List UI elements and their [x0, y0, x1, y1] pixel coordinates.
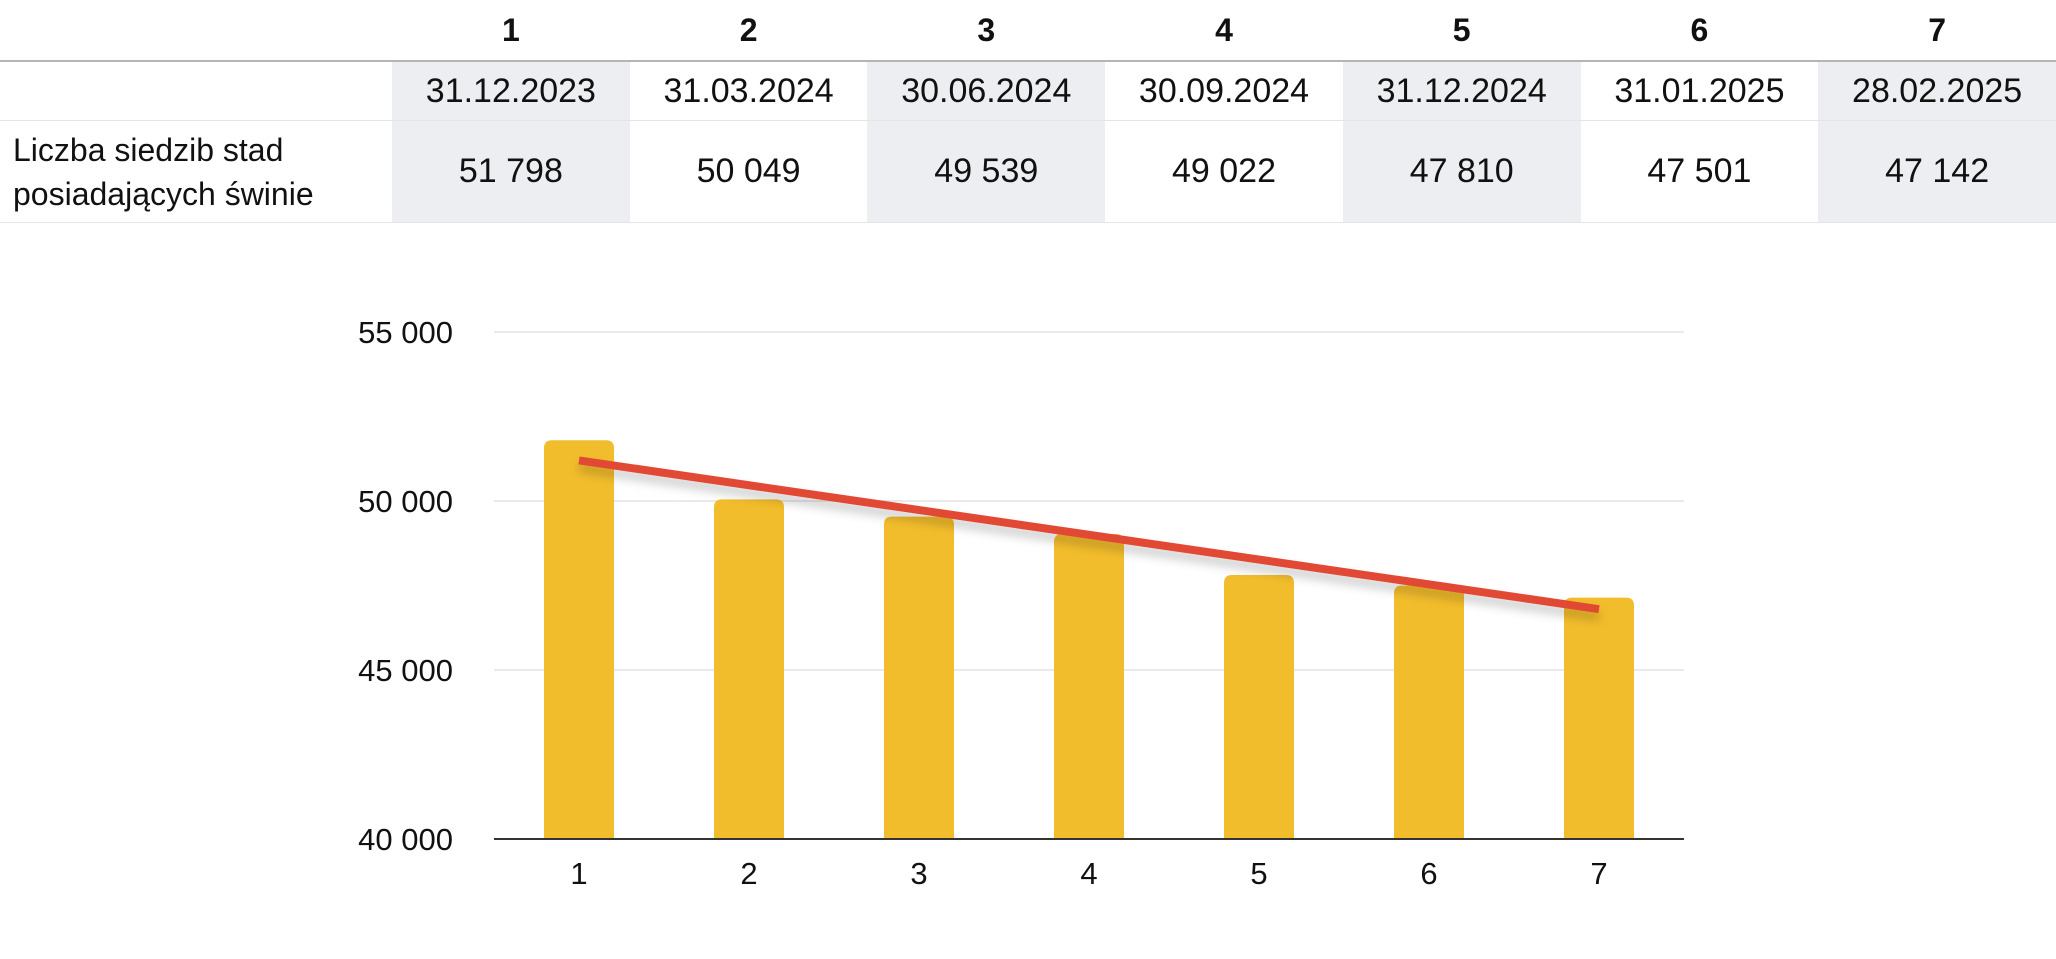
column-header: 3 — [867, 0, 1106, 62]
x-tick-label: 5 — [1250, 856, 1267, 891]
trend-line — [578, 456, 1600, 614]
bar — [544, 440, 614, 839]
value-cell: 47 142 — [1818, 120, 2056, 223]
value-row: Liczba siedzib stad posiadających świnie… — [0, 120, 2056, 223]
row-label: Liczba siedzib stad posiadających świnie — [0, 120, 393, 223]
x-tick-label: 1 — [570, 856, 587, 891]
table-header-row: 1 2 3 4 5 6 7 — [0, 0, 2056, 62]
value-cell: 47 810 — [1342, 120, 1581, 223]
column-header: 4 — [1105, 0, 1343, 62]
value-cell: 51 798 — [392, 120, 630, 223]
column-header: 6 — [1580, 0, 1819, 62]
trend-layer — [578, 456, 1600, 614]
y-tick-label: 45 000 — [358, 653, 453, 688]
column-header: 1 — [392, 0, 630, 62]
y-tick-label: 55 000 — [358, 315, 453, 350]
column-header: 5 — [1342, 0, 1581, 62]
y-tick-label: 50 000 — [358, 484, 453, 519]
date-cell: 30.06.2024 — [867, 61, 1106, 121]
value-cell: 49 022 — [1105, 120, 1343, 223]
column-header: 7 — [1818, 0, 2056, 62]
date-cell: 31.12.2024 — [1342, 61, 1581, 121]
bar — [1224, 575, 1294, 839]
date-cell: 28.02.2025 — [1818, 61, 2056, 121]
x-tick-label: 7 — [1590, 856, 1607, 891]
bars — [544, 440, 1634, 839]
data-table: 1 2 3 4 5 6 7 31.12.2023 31.03.2024 30.0… — [0, 0, 2056, 223]
value-cell: 49 539 — [867, 120, 1106, 223]
value-cell: 50 049 — [629, 120, 868, 223]
bar — [714, 499, 784, 839]
x-tick-label: 2 — [740, 856, 757, 891]
date-row-label — [0, 61, 393, 121]
y-tick-label: 40 000 — [358, 822, 453, 857]
date-cell: 30.09.2024 — [1105, 61, 1343, 121]
header-corner — [0, 0, 393, 62]
bar — [1564, 597, 1634, 839]
x-tick-label: 3 — [910, 856, 927, 891]
bar — [1394, 585, 1464, 839]
x-tick-label: 6 — [1420, 856, 1437, 891]
date-cell: 31.03.2024 — [629, 61, 868, 121]
x-tick-label: 4 — [1080, 856, 1097, 891]
value-cell: 47 501 — [1580, 120, 1819, 223]
column-header: 2 — [629, 0, 868, 62]
date-row: 31.12.2023 31.03.2024 30.06.2024 30.09.2… — [0, 61, 2056, 121]
date-cell: 31.01.2025 — [1580, 61, 1819, 121]
bar — [884, 516, 954, 839]
bar — [1054, 534, 1124, 839]
date-cell: 31.12.2023 — [392, 61, 630, 121]
axes: 40 000 45 000 50 000 55 000 1 2 3 4 5 6 7 — [358, 315, 1684, 891]
